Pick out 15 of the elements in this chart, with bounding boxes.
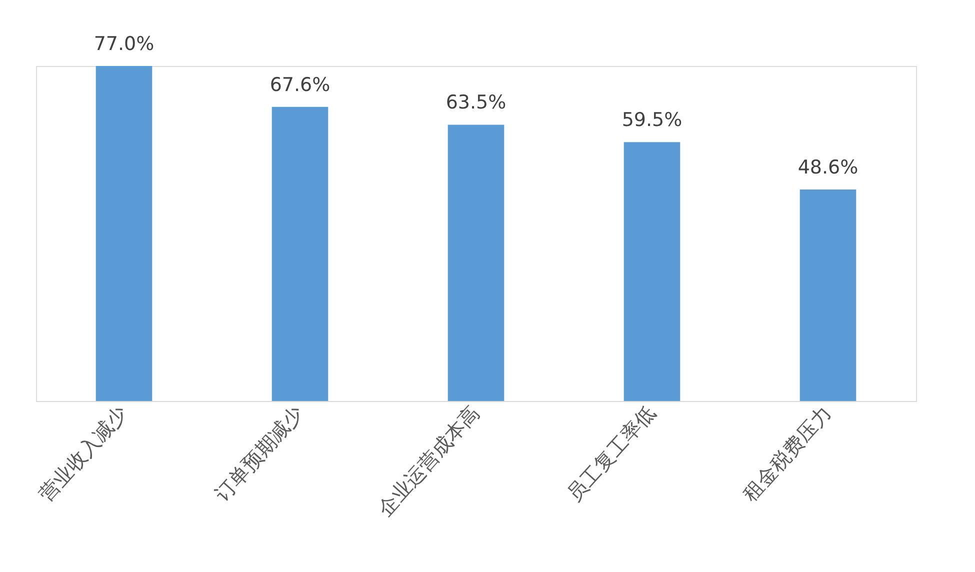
bar <box>448 124 504 401</box>
bar <box>272 106 328 401</box>
bar <box>800 190 856 401</box>
x-tick-label: 营业收入减少 <box>36 402 132 506</box>
bar <box>624 142 680 401</box>
bar <box>96 66 152 401</box>
data-label: 67.6% <box>270 74 330 96</box>
x-tick-label: 员工复工率低 <box>564 402 660 506</box>
data-label: 63.5% <box>446 92 506 114</box>
x-tick-label: 订单预期减少 <box>212 402 308 506</box>
x-tick-label: 租金税费压力 <box>740 402 836 506</box>
data-label: 77.0% <box>94 33 154 55</box>
data-label: 59.5% <box>622 109 682 132</box>
data-label: 48.6% <box>798 156 858 179</box>
x-tick-label: 企业运营成本高 <box>373 401 484 521</box>
